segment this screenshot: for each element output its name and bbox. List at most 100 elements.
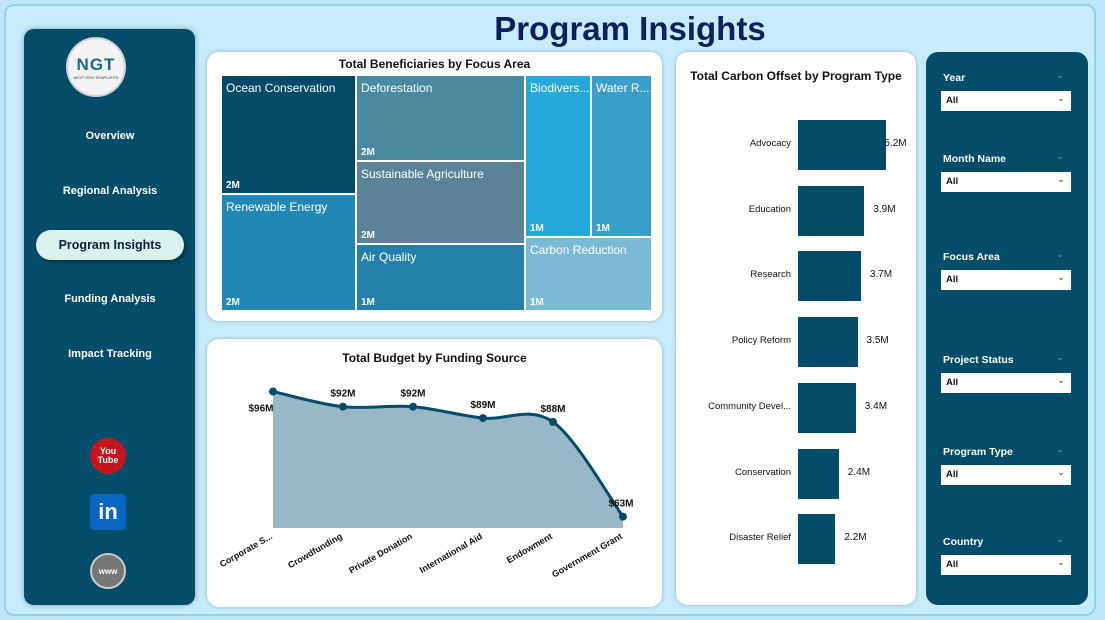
treemap-tile[interactable]: Ocean Conservation 2M (221, 75, 356, 194)
bar-value-label: 3.9M (873, 203, 896, 215)
chevron-down-icon[interactable]: ⌄ (1056, 70, 1064, 80)
data-label: $88M (540, 404, 565, 415)
filter-dropdown[interactable]: All ⌄ (941, 465, 1071, 485)
tile-value: 2M (226, 297, 240, 308)
bar-category-label: Disaster Relief (729, 532, 791, 544)
bar-category-label: Education (748, 203, 791, 215)
treemap-tile[interactable]: Renewable Energy 2M (221, 194, 356, 311)
data-point[interactable] (269, 387, 277, 396)
filter-label: Month Name (943, 153, 1006, 165)
filter-dropdown[interactable]: All ⌄ (941, 91, 1071, 111)
sidebar: NGT NEXT GEN TEMPLATES Overview Regional … (24, 29, 195, 605)
bar-value-label: 2.2M (844, 532, 867, 544)
filter-label: Country (943, 536, 984, 548)
tile-label: Air Quality (361, 250, 417, 264)
data-label: $96M (248, 404, 273, 415)
data-point[interactable] (619, 512, 627, 521)
tile-label: Sustainable Agriculture (361, 167, 484, 181)
treemap-tile[interactable]: Water R... 1M (591, 75, 652, 237)
treemap-tile[interactable]: Sustainable Agriculture 2M (356, 161, 525, 244)
chevron-down-icon: ⌄ (1057, 93, 1065, 104)
data-point[interactable] (339, 402, 347, 411)
filter-panel: Year ⌄ All ⌄ Month Name ⌄ All ⌄ Focus Area ⌄… (926, 52, 1088, 605)
nav-funding-analysis[interactable]: Funding Analysis (64, 293, 156, 305)
filter-label: Focus Area (943, 251, 1000, 263)
bar[interactable] (798, 382, 856, 433)
data-point[interactable] (479, 414, 487, 423)
chevron-down-icon[interactable]: ⌄ (1056, 249, 1064, 259)
chevron-down-icon: ⌄ (1057, 272, 1065, 283)
bar[interactable] (798, 448, 839, 499)
chevron-down-icon[interactable]: ⌄ (1056, 352, 1064, 362)
globe-icon[interactable]: www (90, 553, 126, 589)
bar-value-label: 2.4M (847, 466, 871, 478)
bar[interactable] (798, 251, 861, 302)
nav-program-insights[interactable]: Program Insights (36, 230, 184, 260)
tile-value: 1M (361, 297, 375, 308)
nav-overview[interactable]: Overview (85, 130, 135, 142)
tile-label: Deforestation (361, 81, 433, 95)
chevron-down-icon: ⌄ (1057, 375, 1065, 386)
bar[interactable] (798, 514, 836, 565)
tile-label: Water R... (596, 81, 650, 95)
tile-label: Renewable Energy (226, 200, 328, 214)
linkedin-icon[interactable]: in (90, 494, 126, 530)
tile-value: 1M (530, 223, 544, 234)
chevron-down-icon[interactable]: ⌄ (1056, 151, 1064, 161)
filter-dropdown[interactable]: All ⌄ (941, 373, 1071, 393)
area-title: Total Budget by Funding Source (342, 351, 527, 365)
bar-category-label: Community Devel... (708, 400, 791, 412)
filter-dropdown[interactable]: All ⌄ (941, 270, 1071, 290)
bar-category-label: Conservation (735, 466, 791, 478)
treemap-title: Total Beneficiaries by Focus Area (338, 57, 531, 71)
logo: NGT NEXT GEN TEMPLATES (66, 37, 126, 97)
area-fill (273, 391, 623, 528)
tile-value: 2M (361, 147, 375, 158)
chevron-down-icon: ⌄ (1057, 174, 1065, 185)
data-label: $63M (608, 499, 633, 510)
tile-value: 2M (226, 180, 240, 191)
tile-value: 1M (596, 223, 610, 234)
x-tick-label: Government Grant (550, 531, 624, 579)
bar-value-label: 5.2M (884, 138, 907, 149)
treemap-tile[interactable]: Deforestation 2M (356, 75, 525, 161)
bar-category-label: Advocacy (749, 138, 791, 149)
data-label: $92M (400, 389, 425, 400)
chevron-down-icon[interactable]: ⌄ (1056, 444, 1064, 454)
data-point[interactable] (409, 402, 417, 411)
tile-label: Ocean Conservation (226, 81, 336, 95)
data-label: $89M (470, 400, 495, 411)
x-tick-label: Corporate S... (218, 531, 274, 569)
bar-value-label: 3.7M (869, 269, 893, 281)
bar-value-label: 3.5M (866, 335, 889, 347)
bar-category-label: Policy Reform (731, 335, 791, 347)
page-title: Program Insights (494, 10, 766, 47)
x-tick-label: International Aid (418, 531, 484, 575)
treemap-tile[interactable]: Air Quality 1M (356, 244, 525, 311)
chevron-down-icon[interactable]: ⌄ (1056, 534, 1064, 544)
chevron-down-icon: ⌄ (1057, 467, 1065, 478)
filter-label: Program Type (943, 446, 1013, 458)
data-label: $92M (330, 389, 355, 400)
youtube-icon[interactable]: You Tube (90, 438, 126, 474)
nav-regional-analysis[interactable]: Regional Analysis (62, 185, 158, 197)
bar-title: Total Carbon Offset by Program Type (690, 69, 902, 83)
filter-label: Year (943, 72, 966, 84)
tile-label: Biodivers... (530, 81, 590, 95)
area-line (272, 390, 625, 518)
filter-dropdown[interactable]: All ⌄ (941, 172, 1071, 192)
chevron-down-icon: ⌄ (1057, 557, 1065, 568)
x-tick-label: Endowment (505, 531, 554, 565)
filter-dropdown[interactable]: All ⌄ (941, 555, 1071, 575)
data-point[interactable] (549, 417, 557, 426)
bar[interactable] (798, 185, 865, 236)
treemap-tile[interactable]: Carbon Reduction 1M (525, 237, 652, 311)
bar-value-label: 3.4M (864, 400, 888, 412)
bar[interactable] (798, 317, 858, 368)
nav-impact-tracking[interactable]: Impact Tracking (68, 348, 152, 360)
bar[interactable] (798, 120, 887, 170)
x-tick-label: Crowdfunding (286, 531, 344, 570)
tile-value: 1M (530, 297, 544, 308)
treemap-tile[interactable]: Biodivers... 1M (525, 75, 591, 237)
